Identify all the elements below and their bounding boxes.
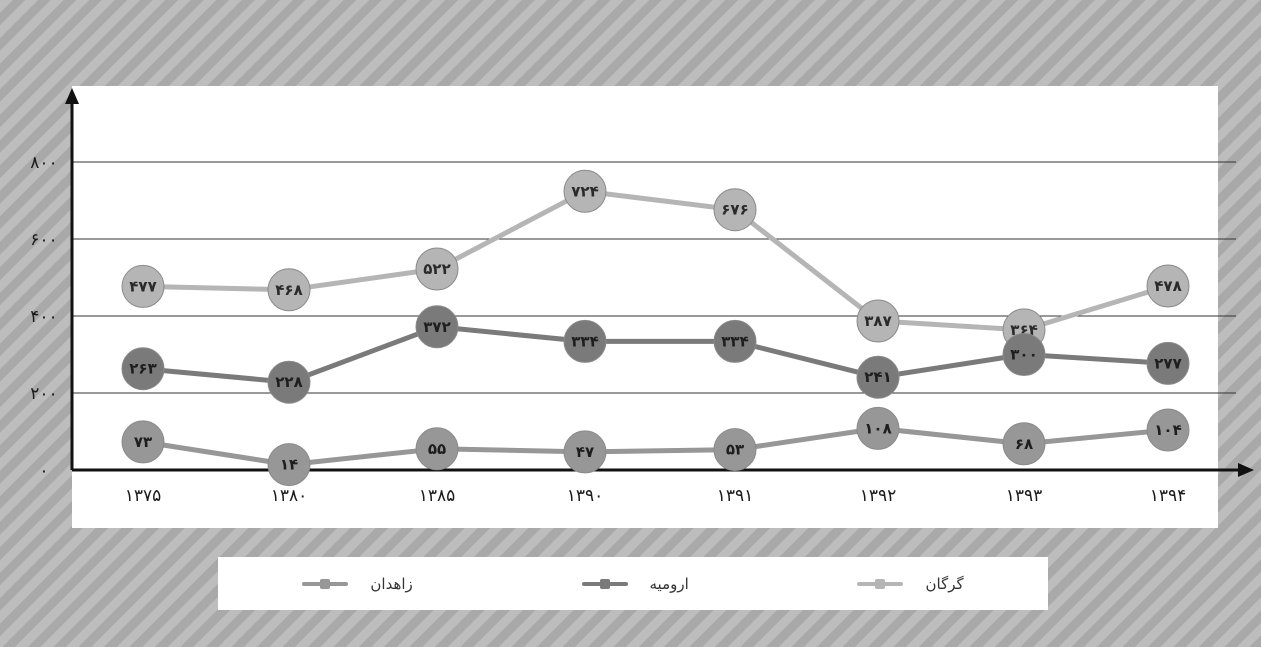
data-label: ۷۲۴ [571, 182, 598, 200]
data-point [713, 188, 757, 232]
x-tick-label: ۱۳۸۰ [271, 486, 308, 506]
data-label: ۴۶۸ [275, 281, 302, 299]
data-label: ۲۷۷ [1154, 354, 1181, 372]
data-point [121, 347, 165, 391]
x-tick-label: ۱۳۸۵ [419, 486, 456, 506]
data-point [563, 169, 607, 213]
legend-swatch-urmia [581, 578, 628, 590]
legend-item-gorgan: گرگان [857, 574, 964, 593]
chart-legend: گرگان ارومیه زاهدان [218, 557, 1048, 610]
legend-item-zahedan: زاهدان [302, 574, 413, 593]
series-line [142, 324, 1169, 385]
data-label: ۴۷۷ [129, 277, 156, 295]
data-point [267, 268, 311, 312]
data-label: ۱۰۴ [1154, 421, 1181, 439]
data-point [1002, 333, 1046, 376]
y-tick-label: ۴۰۰ [30, 307, 57, 327]
x-tick-label: ۱۳۹۴ [1150, 486, 1187, 506]
legend-item-urmia: ارومیه [581, 574, 689, 593]
legend-label-urmia: ارومیه [649, 574, 689, 593]
x-tick-label: ۱۳۷۵ [125, 486, 162, 506]
data-label: ۳۰۰ [1010, 346, 1037, 364]
series-line [142, 425, 1169, 468]
legend-swatch-zahedan [302, 578, 349, 590]
data-label: ۱۴ [280, 456, 298, 474]
data-point [563, 430, 607, 474]
data-label: ۷۳ [134, 433, 152, 451]
y-tick-label: ۰ [39, 461, 48, 481]
data-label: ۱۰۸ [864, 419, 891, 437]
data-label: ۲۴۱ [864, 368, 891, 386]
y-axis-arrow [65, 88, 79, 104]
x-tick-label: ۱۳۹۱ [717, 486, 754, 506]
x-tick-label: ۱۳۹۰ [567, 486, 604, 506]
x-tick-label: ۱۳۹۲ [860, 486, 897, 506]
data-point [1146, 264, 1190, 308]
data-label: ۳۳۴ [721, 332, 748, 350]
x-axis-arrow [1238, 463, 1254, 477]
data-point [415, 247, 459, 291]
data-label: ۳۸۷ [864, 312, 891, 330]
y-tick-label: ۸۰۰ [30, 153, 57, 173]
legend-swatch-gorgan [857, 578, 904, 590]
data-label: ۲۲۸ [275, 373, 302, 391]
data-label: ۲۶۳ [129, 360, 156, 378]
data-point [1002, 422, 1046, 466]
data-point [267, 360, 311, 404]
data-point [415, 305, 459, 349]
data-label: ۳۷۲ [423, 318, 450, 336]
y-tick-label: ۶۰۰ [30, 230, 57, 250]
x-tick-label: ۱۳۹۳ [1006, 486, 1043, 506]
data-label: ۴۷ [576, 443, 594, 461]
data-label: ۴۷۸ [1154, 277, 1181, 295]
plot-area [72, 86, 1218, 528]
data-point [267, 443, 311, 487]
data-label: ۳۳۴ [571, 332, 598, 350]
y-tick-label: ۲۰۰ [30, 384, 57, 404]
legend-label-gorgan: گرگان [925, 574, 964, 593]
data-point [856, 406, 900, 450]
data-point [563, 319, 607, 363]
legend-label-zahedan: زاهدان [370, 574, 413, 593]
data-label: ۵۵ [428, 440, 446, 458]
data-point [713, 319, 757, 363]
data-label: ۵۲۲ [423, 260, 450, 278]
data-point [415, 427, 459, 471]
data-point [121, 420, 165, 464]
data-label: ۶۸ [1015, 435, 1033, 453]
data-point [856, 299, 900, 343]
data-point [856, 355, 900, 399]
data-point [121, 264, 165, 308]
series-line [142, 188, 1169, 333]
data-point [1146, 408, 1190, 452]
data-label: ۶۷۶ [721, 201, 748, 219]
data-point [1146, 341, 1190, 385]
data-label: ۵۳ [726, 441, 744, 459]
data-point [713, 428, 757, 472]
